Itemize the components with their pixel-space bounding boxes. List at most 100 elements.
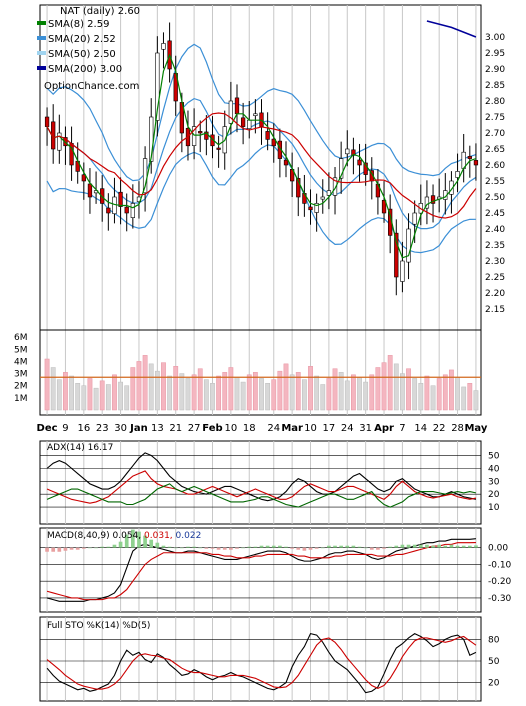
candle-body bbox=[363, 162, 368, 175]
volume-bar bbox=[406, 368, 411, 411]
macd-histogram-bar bbox=[124, 534, 129, 548]
x-tick-label: 13 bbox=[151, 423, 164, 434]
volume-bar bbox=[179, 373, 185, 411]
candle-body bbox=[124, 206, 129, 214]
bollinger-upper bbox=[46, 43, 477, 182]
indicator-tick-label: 50 bbox=[488, 451, 500, 461]
candle-body bbox=[271, 138, 276, 147]
y-tick-label: 2.50 bbox=[485, 193, 505, 203]
indicator-tick-label: -0.20 bbox=[488, 577, 512, 587]
candle-body bbox=[81, 174, 86, 182]
macd-histogram-bar bbox=[382, 547, 386, 549]
volume-bar bbox=[393, 363, 399, 411]
x-tick-label: 24 bbox=[341, 423, 354, 434]
macd-histogram-bar bbox=[210, 547, 215, 549]
volume-bar bbox=[308, 366, 313, 411]
volume-bar bbox=[259, 378, 264, 411]
indicator-series-line bbox=[46, 452, 477, 502]
x-tick-label: 9 bbox=[62, 423, 68, 434]
volume-bar bbox=[277, 370, 283, 411]
sma50-line bbox=[46, 112, 477, 219]
macd-histogram-bar bbox=[437, 544, 442, 548]
volume-bar bbox=[461, 386, 467, 411]
macd-histogram-bar bbox=[314, 547, 319, 549]
volume-bar bbox=[271, 379, 277, 411]
macd-histogram-bar bbox=[431, 545, 435, 548]
candle-body bbox=[357, 159, 362, 166]
candle-body bbox=[112, 196, 117, 215]
volume-bar bbox=[105, 384, 111, 411]
macd-histogram-bar bbox=[137, 531, 141, 548]
y-tick-label: 2.30 bbox=[485, 257, 505, 267]
candle-body bbox=[63, 137, 68, 147]
x-tick-label: 18 bbox=[243, 423, 256, 434]
indicator-tick-label: 30 bbox=[488, 477, 500, 487]
macd-histogram-bar bbox=[394, 545, 399, 548]
candle-body bbox=[412, 212, 417, 225]
x-tick-label: 21 bbox=[169, 423, 182, 434]
candle-body bbox=[320, 196, 325, 200]
macd-histogram-bar bbox=[339, 545, 343, 548]
volume-bar bbox=[142, 355, 148, 411]
candle-body bbox=[283, 159, 289, 166]
macd-histogram-bar bbox=[88, 547, 92, 549]
adx-panel-frame bbox=[39, 440, 482, 525]
volume-bar bbox=[93, 387, 99, 411]
volume-bar bbox=[197, 368, 203, 411]
y-tick-label: 3.00 bbox=[485, 33, 505, 43]
legend-label: SMA(50) 2.50 bbox=[48, 49, 116, 60]
macd-histogram-bar bbox=[412, 544, 417, 548]
macd-histogram-bar bbox=[180, 547, 184, 549]
macd-histogram-bar bbox=[461, 545, 466, 548]
macd-histogram-bar bbox=[418, 544, 423, 548]
volume-bar bbox=[344, 380, 350, 411]
macd-histogram-bar bbox=[327, 545, 331, 548]
volume-bar bbox=[320, 384, 326, 411]
candle-body bbox=[381, 199, 387, 214]
volume-bar bbox=[210, 383, 215, 411]
x-tick-label: 10 bbox=[304, 423, 317, 434]
macd-histogram-bar bbox=[222, 547, 227, 550]
volume-bar bbox=[387, 355, 393, 411]
volume-bar bbox=[124, 385, 130, 411]
indicator-series-line bbox=[46, 635, 477, 690]
volume-bar bbox=[351, 374, 356, 411]
macd-histogram-bar bbox=[167, 546, 172, 548]
price-legend: NAT (daily) 2.60 SMA(8) 2.59 SMA(20) 2.52… bbox=[37, 6, 140, 92]
macd-histogram-bar bbox=[259, 545, 264, 548]
adx-title: ADX(14) 16.17 bbox=[47, 443, 113, 453]
volume-bar bbox=[430, 385, 436, 411]
candle-body bbox=[406, 228, 411, 263]
x-tick-label: May bbox=[464, 423, 487, 434]
volume-tick-label: 5M bbox=[14, 345, 28, 355]
macd-histogram-bar bbox=[302, 547, 307, 551]
y-tick-label: 2.55 bbox=[485, 177, 505, 187]
candle-body bbox=[191, 126, 197, 146]
x-tick-label: Feb bbox=[202, 423, 222, 434]
volume-bar bbox=[216, 375, 222, 411]
macd-histogram-bar bbox=[253, 546, 258, 548]
macd-histogram-bar bbox=[155, 542, 160, 548]
candle-body bbox=[455, 171, 460, 178]
macd-histogram-bar bbox=[161, 545, 166, 548]
volume-bar bbox=[363, 381, 369, 411]
x-tick-label: 30 bbox=[114, 423, 127, 434]
volume-bar bbox=[148, 363, 154, 411]
x-tick-label: Jan bbox=[129, 423, 148, 434]
macd-histogram-bar bbox=[173, 547, 178, 549]
indicator-tick-label: 0.00 bbox=[488, 544, 508, 554]
candle-body bbox=[87, 183, 93, 198]
macd-histogram-bar bbox=[449, 544, 454, 548]
macd-title: MACD(8,40,9) 0.054, 0.031, 0.022 bbox=[47, 531, 201, 541]
volume-bar bbox=[424, 375, 430, 411]
volume-bar bbox=[436, 378, 442, 411]
volume-bar bbox=[203, 379, 209, 411]
x-tick-label: Dec bbox=[37, 423, 58, 434]
macd-histogram-bar bbox=[443, 545, 448, 548]
volume-bar bbox=[99, 380, 105, 411]
candle-body bbox=[473, 160, 479, 166]
volume-bar bbox=[50, 367, 56, 411]
macd-histogram-bar bbox=[333, 545, 337, 548]
volume-bar bbox=[381, 362, 387, 411]
candle-body bbox=[240, 117, 246, 127]
